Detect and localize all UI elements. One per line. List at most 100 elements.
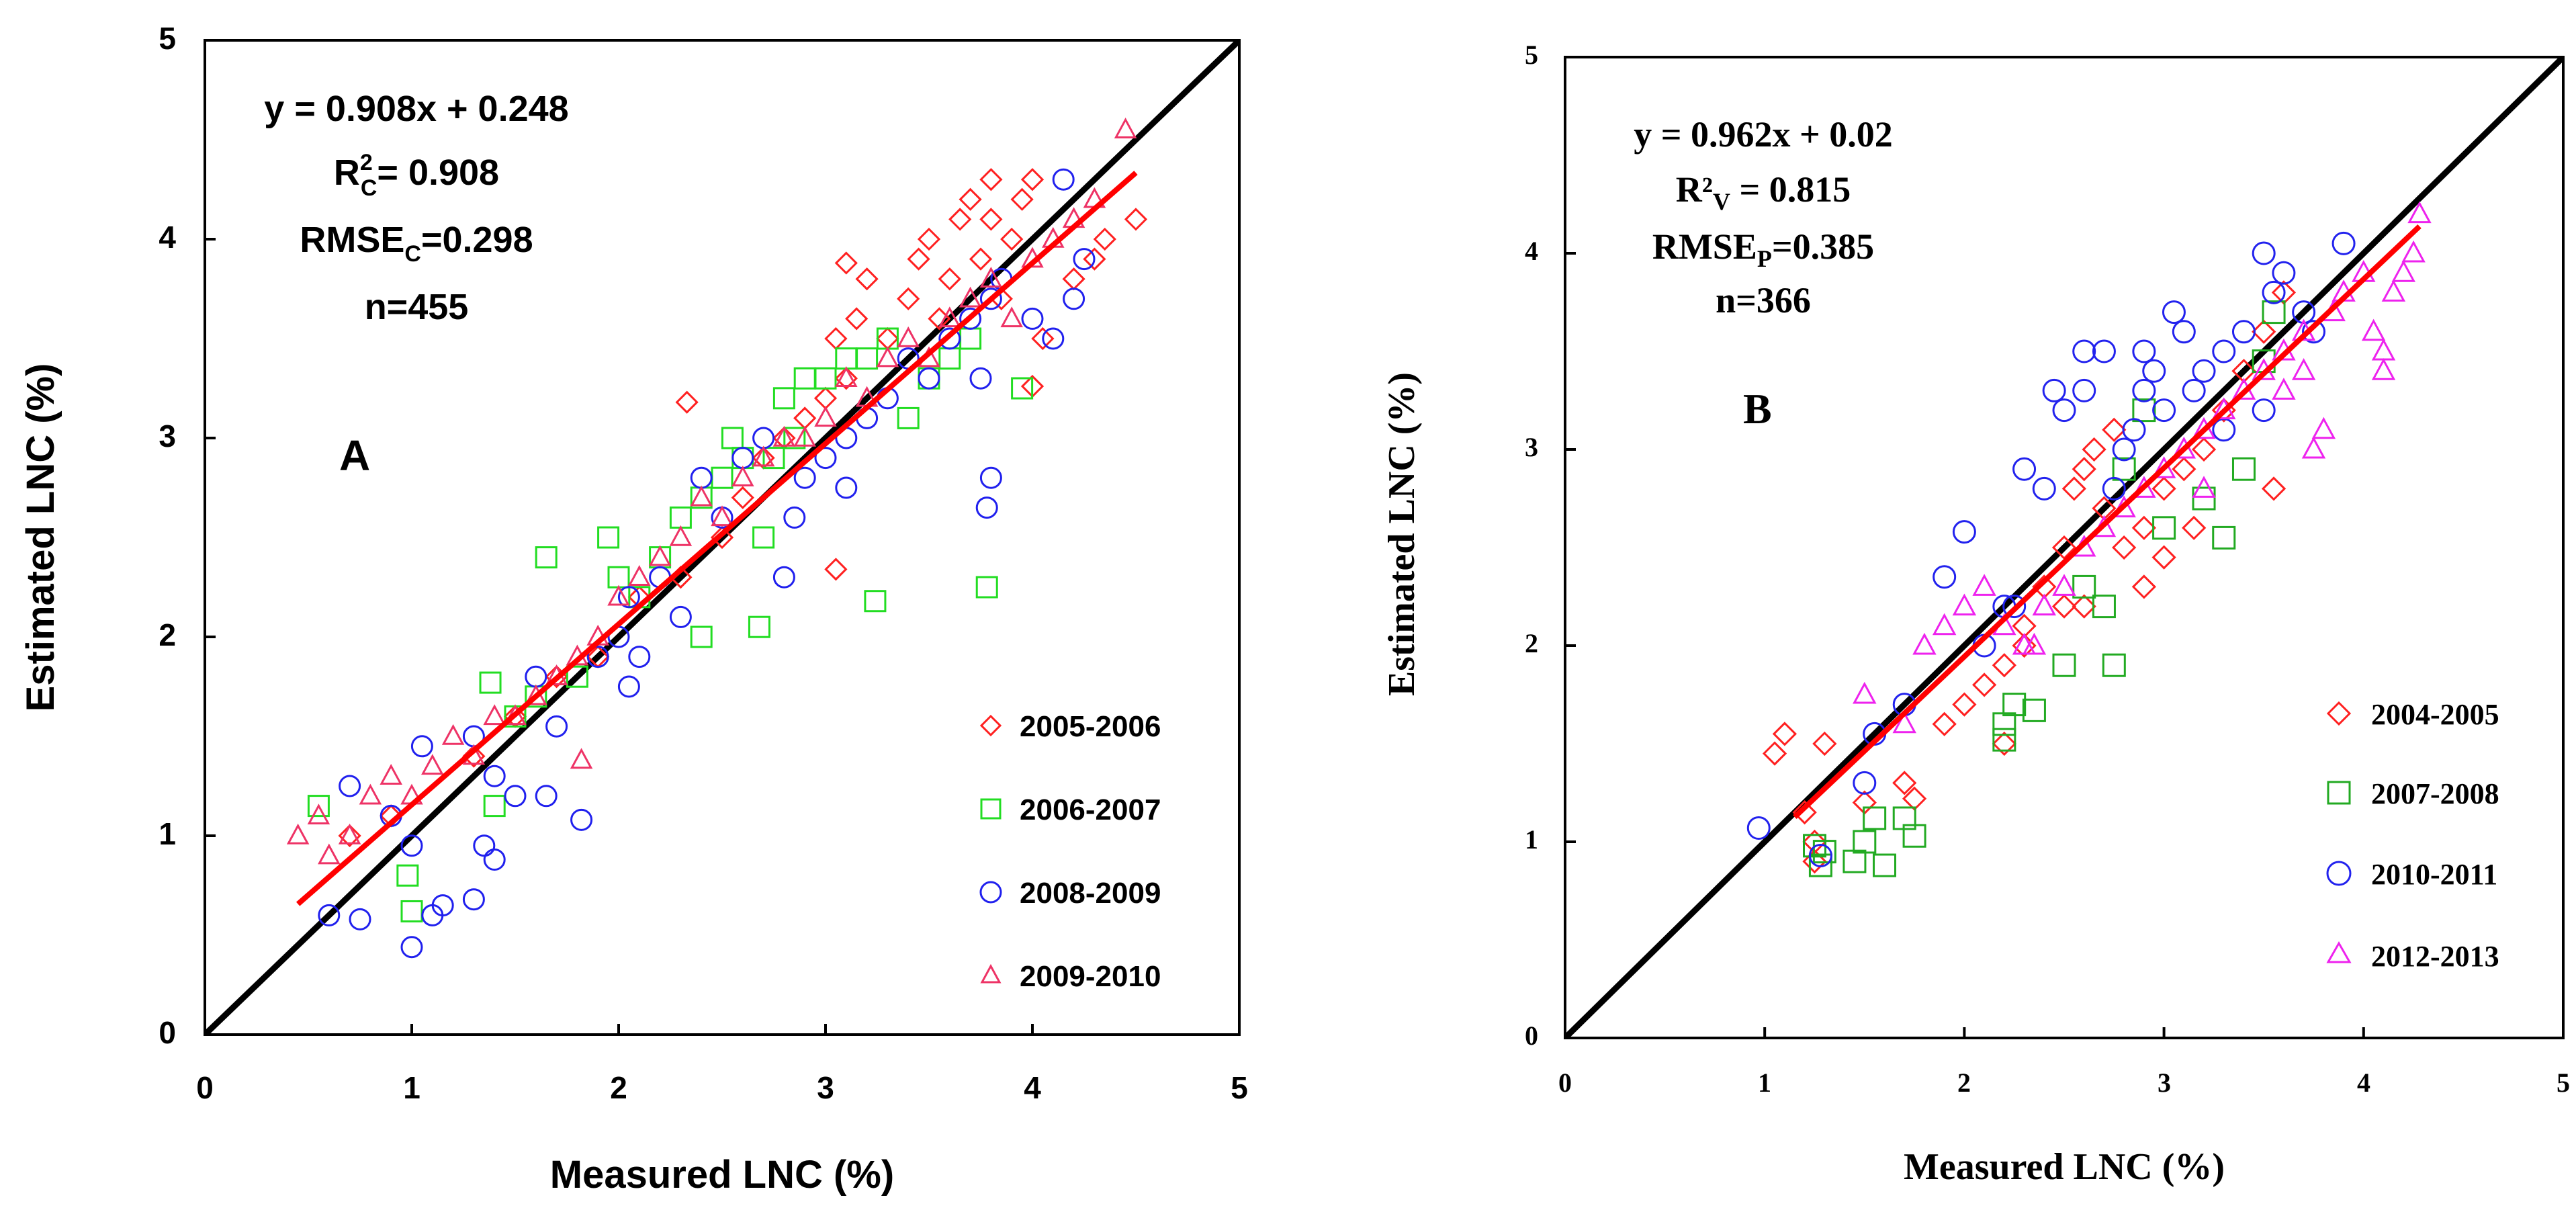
chart-a-x-tick: 0	[196, 1070, 214, 1105]
chart-b-point-2010-2011	[1933, 565, 1957, 589]
chart-a-x-tick: 4	[1024, 1070, 1041, 1105]
chart-a-point-2009-2010	[380, 764, 402, 785]
chart-a-point-2006-2007	[814, 367, 837, 390]
chart-a-point-2006-2007	[864, 590, 887, 613]
chart-b-x-tick: 2	[1957, 1068, 1971, 1098]
chart-a-legend-label: 2008-2009	[1020, 877, 1161, 910]
chart-a-x-tick: 5	[1231, 1070, 1248, 1105]
chart-b-point-2007-2008	[1853, 830, 1877, 854]
chart-a-point-2008-2009	[783, 506, 806, 529]
chart-b-point-2010-2011	[2072, 378, 2096, 402]
chart-a-point-2005-2006	[1124, 208, 1148, 231]
chart-a-point-2005-2006	[1000, 227, 1024, 251]
chart-b-legend-label: 2010-2011	[2371, 858, 2497, 891]
chart-a-point-2008-2009	[349, 908, 371, 930]
chart-b-point-2004-2005	[2072, 594, 2096, 619]
chart-a-point-2005-2006	[855, 267, 879, 291]
chart-b-point-2007-2008	[2052, 653, 2076, 677]
chart-a-point-2008-2009	[431, 894, 454, 917]
chart-a-point-2005-2006	[845, 307, 869, 331]
chart-b-point-2004-2005	[2151, 545, 2176, 570]
chart-b-point-2010-2011	[1853, 771, 1877, 795]
chart-a-y-tick: 0	[159, 1015, 176, 1050]
chart-a-point-2008-2009	[400, 936, 423, 959]
chart-a-point-2009-2010	[690, 485, 713, 507]
chart-a-point-2008-2009	[462, 888, 485, 911]
chart-b-point-2010-2011	[2331, 231, 2356, 255]
chart-b-point-2004-2005	[1812, 731, 1837, 756]
chart-b-x-tick: 1	[1758, 1068, 1771, 1098]
chart-a-point-2009-2010	[752, 445, 775, 467]
chart-a-point-2006-2007	[396, 864, 419, 887]
chart-a-n: n=455	[365, 287, 469, 327]
chart-a-point-2008-2009	[1042, 327, 1065, 350]
chart-a-point-2006-2007	[400, 900, 423, 922]
chart-a-fit-line	[296, 171, 1138, 906]
chart-a-point-2009-2010	[307, 804, 330, 825]
chart-a-point-2008-2009	[975, 496, 998, 519]
chart-a-point-2005-2006	[907, 247, 930, 271]
chart-a-point-2006-2007	[762, 447, 785, 470]
chart-a-point-2005-2006	[917, 227, 941, 251]
chart-b-point-2012-2013	[1892, 711, 1916, 734]
chart-b-point-2004-2005	[2182, 515, 2207, 540]
chart-b-point-2007-2008	[1992, 728, 2016, 752]
chart-a-point-2005-2006	[710, 525, 734, 550]
chart-b-point-2012-2013	[1972, 574, 1996, 596]
chart-b-point-2004-2005	[2131, 574, 2157, 599]
chart-b-point-2004-2005	[1892, 771, 1917, 795]
chart-b-point-2012-2013	[2401, 240, 2426, 263]
chart-b-r2: R²V = 0.815	[1676, 169, 1851, 215]
chart-a-point-2005-2006	[731, 486, 754, 509]
chart-a-y-tick: 5	[159, 21, 176, 56]
chart-b-point-2010-2011	[2132, 378, 2156, 402]
chart-a-point-2008-2009	[617, 586, 640, 609]
chart-b-point-2004-2005	[2051, 594, 2077, 619]
chart-b-point-2012-2013	[1912, 632, 1937, 655]
chart-a-point-2009-2010	[318, 843, 341, 865]
chart-a-point-2009-2010	[628, 565, 651, 586]
chart-a-point-2006-2007	[783, 427, 806, 449]
chart-a-point-2009-2010	[648, 545, 672, 566]
chart-b-point-2004-2005	[1792, 800, 1817, 825]
chart-a-point-2005-2006	[834, 251, 858, 275]
chart-b-point-2004-2005	[2191, 437, 2217, 462]
chart-b-point-2012-2013	[2022, 632, 2047, 655]
chart-b: 0 1 2 3 4 5 0 1 2 3 4 5 Measured LNC (%)…	[1381, 40, 2570, 1188]
chart-b-point-2010-2011	[2252, 241, 2276, 265]
chart-a-legend: 2005-2006 2006-2007 2008-2009 2009-2010	[979, 710, 1161, 993]
chart-b-point-2007-2008	[2112, 457, 2136, 481]
chart-b-point-2010-2011	[2042, 378, 2066, 402]
chart-b-point-2007-2008	[2132, 398, 2156, 423]
chart-b-point-2007-2008	[2262, 300, 2286, 324]
chart-a-point-2008-2009	[669, 605, 692, 628]
chart-b-point-2004-2005	[2082, 437, 2106, 462]
chart-b-point-2004-2005	[2112, 535, 2137, 560]
chart-b-point-2010-2011	[2212, 339, 2236, 363]
chart-b-point-2010-2011	[2142, 359, 2166, 383]
chart-b-legend: 2004-2005 2007-2008 2010-2011 2012-2013	[2326, 698, 2499, 973]
chart-b-point-2010-2011	[2272, 261, 2296, 285]
chart-a-legend-marker-2008-2009	[979, 881, 1002, 904]
chart-b-point-2010-2011	[2002, 595, 2027, 619]
chart-a-annotation: y = 0.908x + 0.248 R2 C= 0.908 RMSEC=0.29…	[264, 89, 568, 327]
chart-b-legend-marker-2012-2013	[2326, 941, 2352, 963]
chart-a-y-tick: 4	[159, 220, 176, 255]
chart-a-point-2005-2006	[938, 267, 961, 291]
chart-a-point-2009-2010	[669, 525, 693, 546]
chart-b-rmse: RMSEP=0.385	[1652, 226, 1874, 272]
chart-b-point-2007-2008	[2102, 653, 2126, 677]
chart-b-point-2004-2005	[2172, 457, 2196, 482]
chart-a-point-2009-2010	[1114, 118, 1137, 138]
chart-a-rmse: RMSEC=0.298	[300, 220, 533, 267]
chart-a-point-2008-2009	[400, 834, 423, 857]
chart-a-point-2009-2010	[338, 823, 361, 844]
chart-a-point-2005-2006	[462, 744, 486, 768]
chart-b-point-2012-2013	[2371, 358, 2396, 380]
chart-b-point-2010-2011	[1808, 843, 1832, 867]
chart-a-one-to-one-line	[205, 40, 1239, 1035]
chart-a-point-2006-2007	[975, 576, 998, 599]
chart-b-point-2010-2011	[2302, 320, 2325, 344]
chart-b-n: n=366	[1716, 280, 1811, 320]
chart-a-point-2009-2010	[421, 754, 444, 775]
